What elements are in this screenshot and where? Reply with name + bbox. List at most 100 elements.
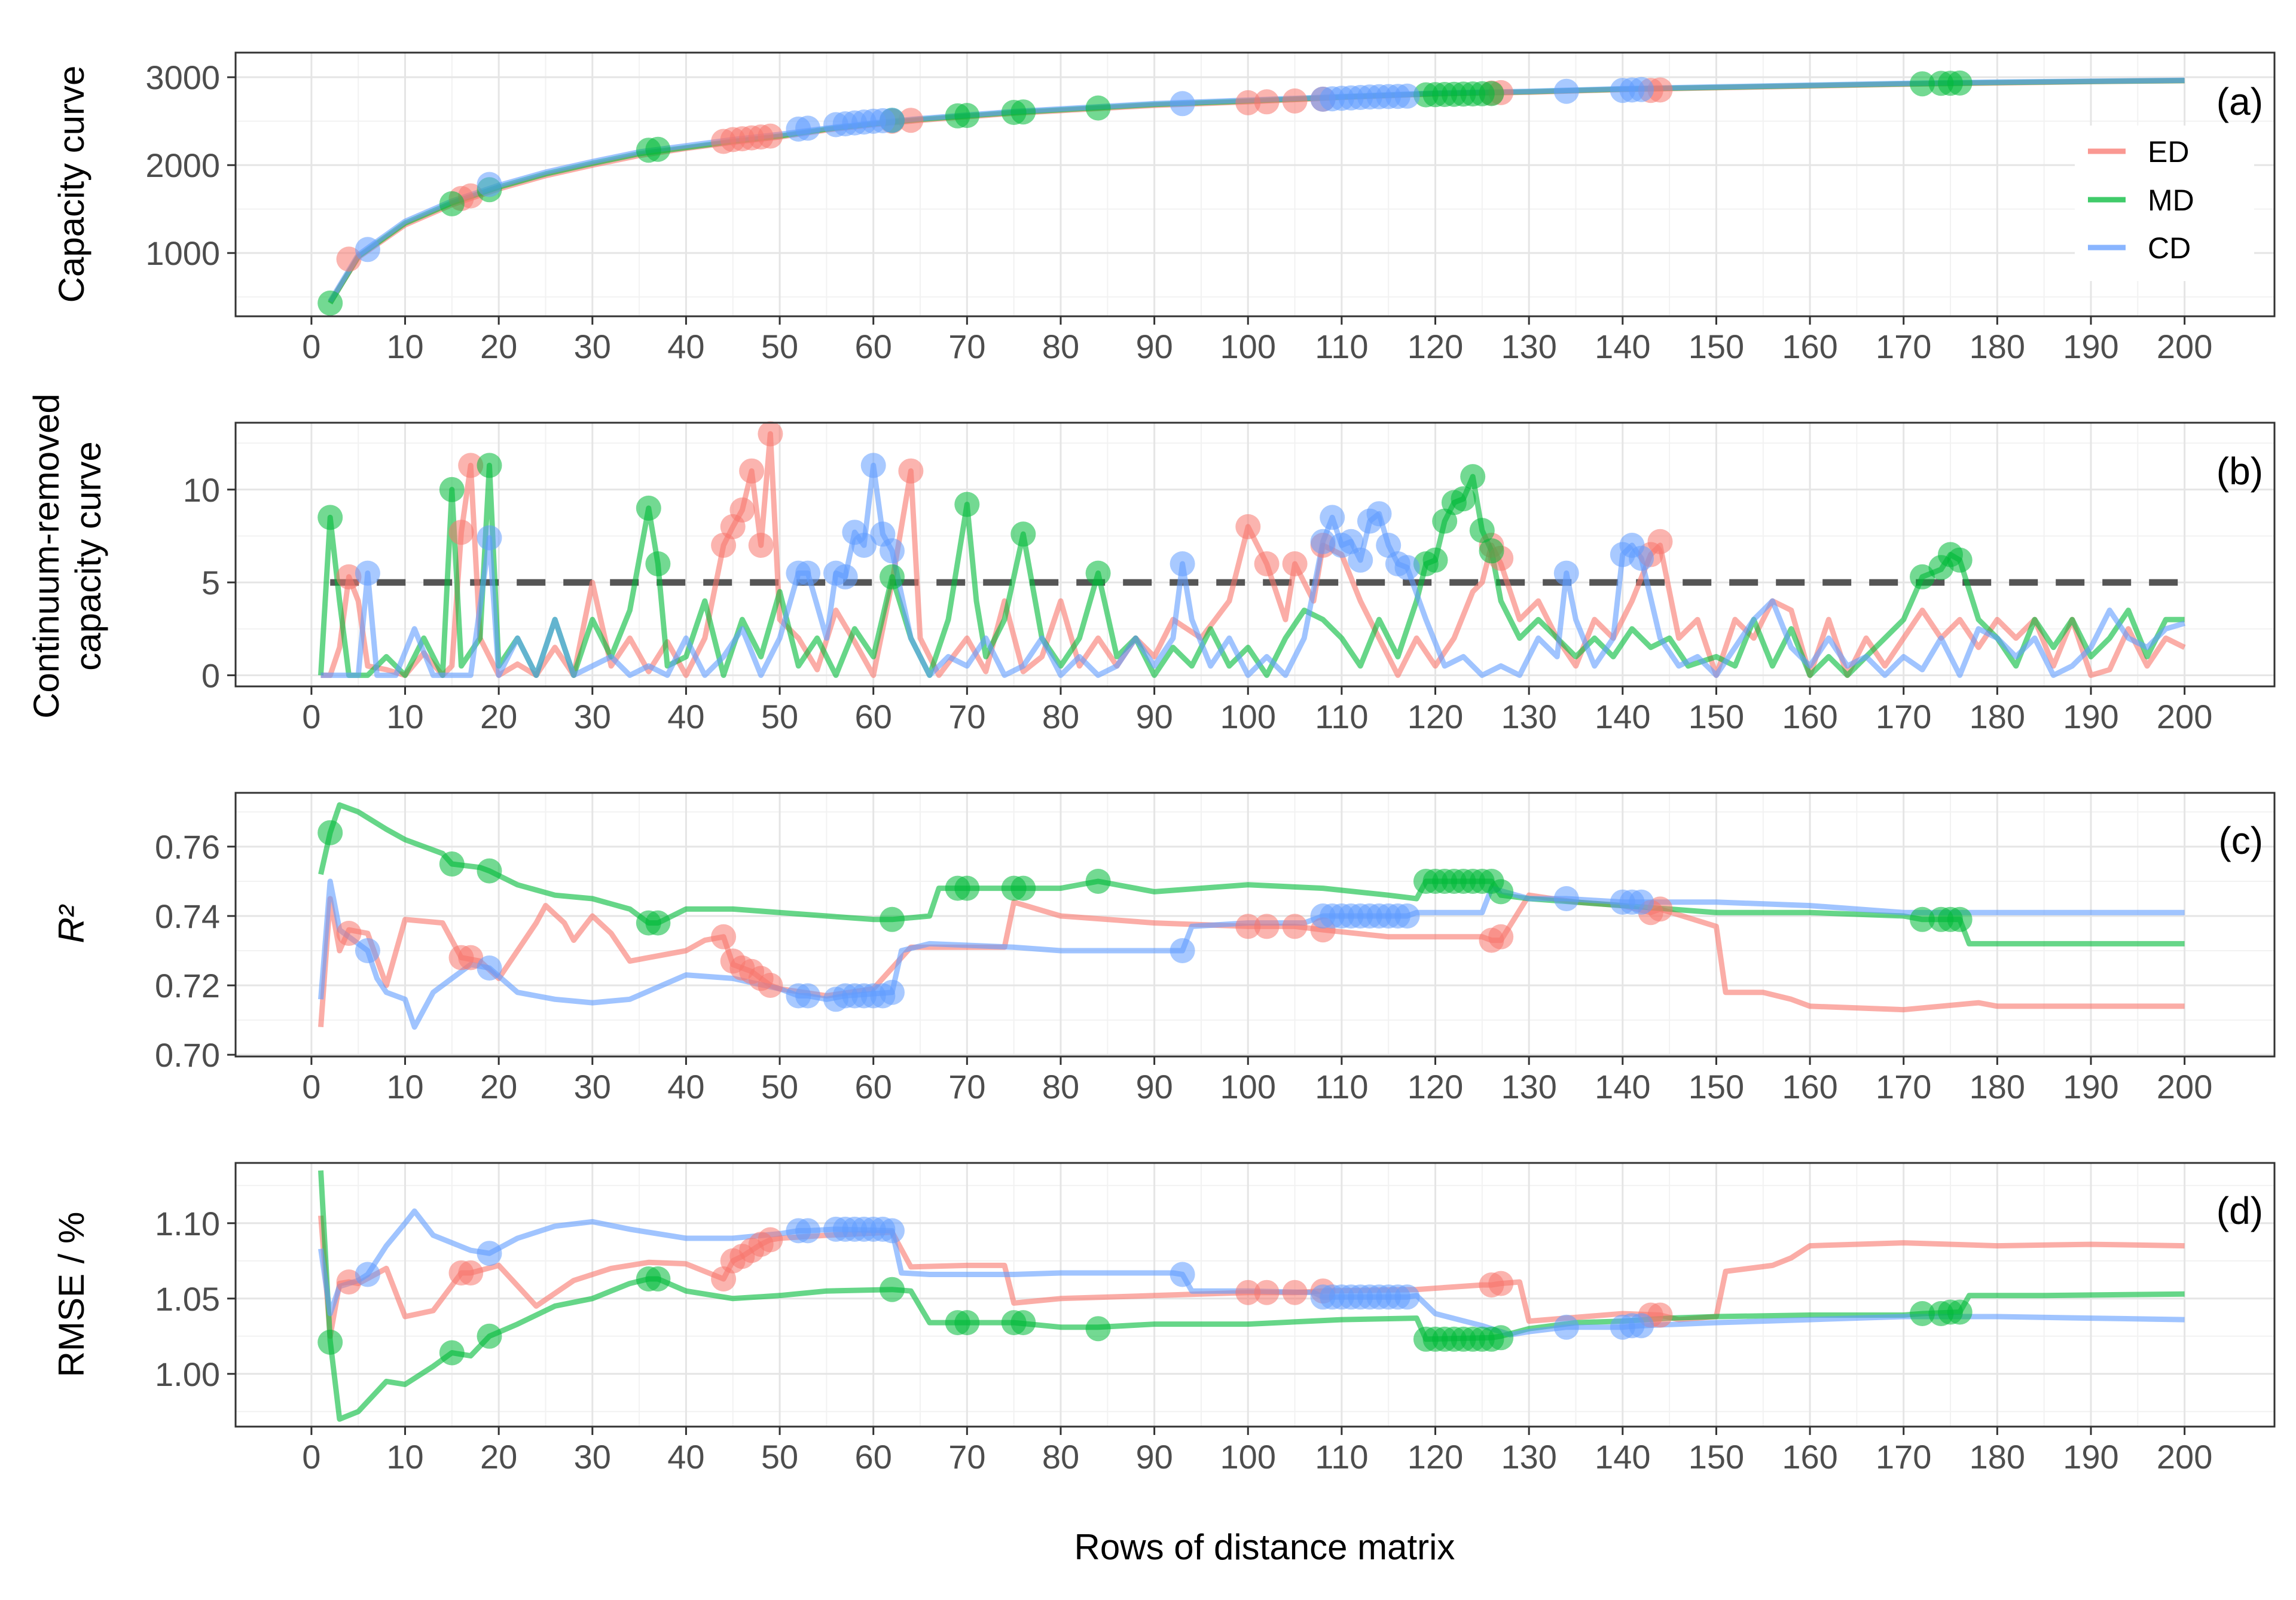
point-md bbox=[954, 491, 980, 517]
point-md bbox=[1451, 486, 1476, 512]
point-cd bbox=[1553, 560, 1579, 586]
point-md bbox=[1947, 906, 1973, 932]
point-cd bbox=[1320, 505, 1345, 530]
point-md bbox=[636, 495, 661, 521]
x-tick-label: 100 bbox=[1220, 698, 1276, 735]
x-tick-label: 200 bbox=[2157, 698, 2212, 735]
panel-background bbox=[236, 53, 2274, 316]
x-tick-label: 110 bbox=[1315, 1068, 1368, 1106]
point-md bbox=[645, 1266, 671, 1291]
point-cd bbox=[477, 955, 502, 981]
panel-tag-b: (b) bbox=[2216, 450, 2263, 493]
point-cd bbox=[1366, 501, 1392, 527]
x-tick-label: 20 bbox=[480, 1438, 517, 1476]
x-tick-label: 160 bbox=[1782, 698, 1837, 735]
y-tick-label: 0.72 bbox=[155, 967, 220, 1004]
panel-b: 0 5 10 0 10 20 30 40 50 60 70 80 90 100 110 120 130 140 1… bbox=[26, 393, 2276, 735]
point-md bbox=[317, 1329, 343, 1355]
point-ed bbox=[729, 497, 755, 523]
x-tick-label: 50 bbox=[761, 1438, 798, 1476]
x-tick-label: 160 bbox=[1782, 328, 1837, 365]
plot-c bbox=[317, 802, 2185, 1030]
panel-a: 1000 2000 3000 0 10 20 30 40 50 60 70 80 90 100 110 12… bbox=[51, 51, 2276, 365]
point-ed bbox=[1235, 914, 1261, 939]
x-tick-label: 120 bbox=[1407, 328, 1463, 365]
point-cd bbox=[1629, 545, 1654, 571]
panel-tag-a: (a) bbox=[2216, 80, 2263, 123]
point-ed bbox=[1254, 551, 1280, 576]
x-tick-label: 80 bbox=[1042, 1068, 1079, 1106]
point-md bbox=[1488, 879, 1514, 905]
point-ed bbox=[758, 123, 783, 149]
x-tick-label: 100 bbox=[1220, 328, 1276, 365]
x-tick-label: 100 bbox=[1220, 1438, 1276, 1476]
point-md bbox=[1947, 547, 1973, 573]
x-tick-label: 20 bbox=[480, 1068, 517, 1106]
point-cd bbox=[880, 979, 905, 1005]
point-md bbox=[954, 1310, 980, 1336]
legend-label-ed: ED bbox=[2148, 135, 2189, 169]
y-ticks-d: 1.00 1.05 1.10 bbox=[155, 1205, 236, 1393]
y-axis-title-a: Capacity curve bbox=[51, 66, 91, 303]
y-tick-label: 5 bbox=[201, 564, 220, 601]
x-tick-label: 150 bbox=[1689, 1438, 1744, 1476]
point-ed bbox=[1488, 924, 1514, 949]
x-tick-label: 200 bbox=[2157, 1068, 2212, 1106]
point-ed bbox=[748, 533, 774, 558]
series-line-cd bbox=[320, 462, 2185, 678]
panel-d-frame bbox=[234, 1162, 2276, 1428]
y-tick-label: 0 bbox=[201, 657, 220, 694]
point-ed bbox=[1647, 529, 1673, 554]
x-tick-label: 140 bbox=[1595, 698, 1650, 735]
x-ticks-d: 0 10 20 30 40 50 60 70 80 90 100 110 120 130 140 150 160… bbox=[302, 1427, 2212, 1476]
x-tick-label: 70 bbox=[948, 328, 985, 365]
point-cd bbox=[1553, 1314, 1579, 1340]
point-md bbox=[954, 103, 980, 129]
x-tick-label: 160 bbox=[1782, 1438, 1837, 1476]
x-tick-label: 200 bbox=[2157, 328, 2212, 365]
point-ed bbox=[898, 458, 924, 484]
x-tick-label: 110 bbox=[1315, 1438, 1368, 1476]
panel-a-frame bbox=[234, 51, 2276, 317]
point-cd bbox=[1629, 1313, 1654, 1339]
point-md bbox=[1910, 1301, 1935, 1326]
x-tick-label: 10 bbox=[386, 1068, 423, 1106]
point-ed bbox=[758, 1227, 783, 1253]
point-cd bbox=[1170, 1262, 1195, 1287]
point-ed bbox=[1647, 1302, 1673, 1328]
point-cd bbox=[1348, 547, 1373, 573]
x-tick-label: 190 bbox=[2063, 1068, 2118, 1106]
x-tick-label: 30 bbox=[574, 328, 611, 365]
point-ed bbox=[1282, 88, 1308, 114]
x-tick-label: 170 bbox=[1876, 1438, 1931, 1476]
x-tick-label: 180 bbox=[1970, 1068, 2025, 1106]
x-tick-label: 180 bbox=[1970, 1438, 2025, 1476]
point-md bbox=[439, 191, 465, 216]
x-tick-label: 130 bbox=[1501, 328, 1556, 365]
point-md bbox=[1010, 521, 1036, 547]
x-tick-label: 0 bbox=[302, 1438, 320, 1476]
x-tick-label: 110 bbox=[1315, 698, 1368, 735]
x-tick-label: 80 bbox=[1042, 328, 1079, 365]
point-md bbox=[1085, 95, 1111, 121]
point-md bbox=[1085, 1316, 1111, 1342]
point-ed bbox=[1235, 514, 1261, 539]
x-tick-label: 60 bbox=[855, 1068, 892, 1106]
point-cd bbox=[880, 108, 905, 133]
point-ed bbox=[458, 1260, 484, 1286]
y-ticks-b: 0 5 10 bbox=[183, 471, 236, 694]
point-cd bbox=[1170, 938, 1195, 963]
point-ed bbox=[448, 520, 474, 545]
x-ticks-b: 0 10 20 30 40 50 60 70 80 90 100 110 120 130 140 150 160… bbox=[302, 686, 2212, 735]
point-cd bbox=[355, 938, 380, 963]
x-tick-label: 0 bbox=[302, 328, 320, 365]
point-ed bbox=[1254, 1280, 1280, 1305]
point-md bbox=[1910, 906, 1935, 932]
panel-tag-c: (c) bbox=[2218, 819, 2263, 862]
point-md bbox=[1469, 518, 1495, 543]
x-tick-label: 120 bbox=[1407, 698, 1463, 735]
x-tick-label: 70 bbox=[948, 1438, 985, 1476]
y-tick-label: 2000 bbox=[145, 146, 220, 184]
x-tick-label: 10 bbox=[386, 698, 423, 735]
